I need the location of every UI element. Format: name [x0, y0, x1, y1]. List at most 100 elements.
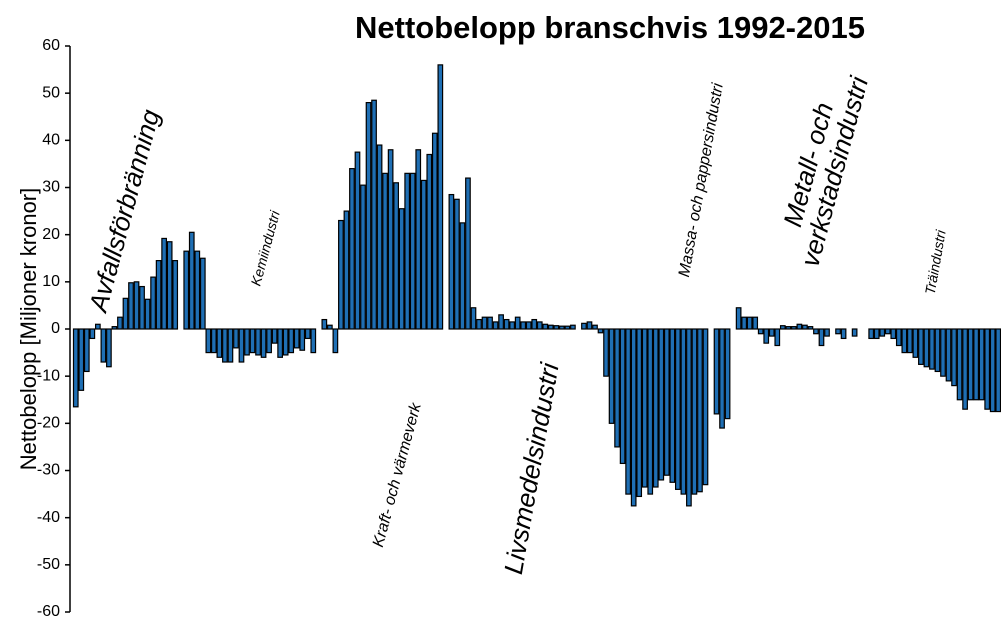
bar: [89, 328, 96, 340]
bar: [426, 153, 433, 330]
chart-title: Nettobelopp branschvis 1992-2015: [355, 10, 865, 45]
bar: [326, 324, 333, 330]
bar: [503, 318, 510, 330]
bar: [918, 328, 924, 365]
bar: [282, 328, 289, 356]
bar: [227, 328, 234, 363]
bar: [172, 260, 179, 330]
bar: [437, 64, 444, 330]
y-axis-label: Nettobelopp [Miljoner kronor]: [16, 188, 41, 470]
bar: [111, 326, 118, 330]
bar: [293, 328, 300, 349]
bar: [895, 328, 902, 347]
bar: [210, 328, 217, 354]
bar: [945, 328, 952, 382]
bar: [619, 328, 626, 465]
bar: [492, 321, 499, 330]
bar: [813, 328, 819, 335]
bar: [393, 182, 400, 330]
bar: [768, 328, 775, 337]
bar: [581, 322, 587, 330]
bar: [995, 328, 1001, 413]
bar: [542, 323, 549, 330]
bar: [144, 298, 151, 330]
bar: [724, 328, 731, 420]
bar: [818, 328, 825, 347]
y-tick-label: -40: [37, 509, 60, 526]
bar: [271, 328, 278, 344]
bar: [840, 328, 847, 340]
bar: [956, 328, 963, 401]
bar: [592, 324, 598, 330]
bar: [205, 328, 212, 354]
bar: [161, 237, 168, 330]
bar: [978, 328, 985, 401]
bar: [989, 328, 996, 413]
bar: [481, 316, 488, 330]
bar: [222, 328, 228, 363]
bar: [255, 328, 261, 356]
bar: [398, 208, 405, 330]
bar: [570, 324, 576, 330]
bar: [238, 328, 245, 363]
bar: [824, 328, 830, 337]
bar: [630, 328, 637, 507]
bar: [233, 328, 239, 349]
bar: [139, 285, 145, 330]
bar: [266, 328, 272, 354]
bar: [686, 328, 692, 507]
bar: [365, 101, 372, 330]
bar: [603, 328, 609, 377]
bar: [404, 172, 411, 330]
bar: [509, 321, 516, 330]
bar: [409, 172, 416, 330]
bar: [735, 307, 742, 330]
bar: [454, 198, 460, 330]
bar: [288, 328, 295, 354]
bar: [674, 328, 681, 490]
bar: [741, 316, 748, 330]
bar: [879, 328, 886, 337]
bar: [122, 297, 129, 330]
y-tick-label: 30: [42, 179, 60, 196]
bar: [597, 328, 604, 334]
bar: [117, 316, 123, 330]
bar: [498, 314, 504, 330]
bar: [763, 328, 770, 344]
bar: [536, 321, 543, 330]
bar: [796, 323, 803, 330]
bar: [636, 328, 643, 498]
bar: [155, 260, 162, 330]
bar: [310, 328, 317, 354]
y-tick-label: -50: [37, 556, 60, 573]
bar: [476, 318, 482, 330]
bar: [376, 144, 383, 330]
bar: [547, 324, 554, 330]
bar: [354, 151, 361, 330]
bar: [382, 172, 388, 330]
bar: [785, 326, 792, 330]
y-tick-label: -30: [37, 462, 60, 479]
bar: [691, 328, 698, 495]
bar: [912, 328, 919, 358]
y-tick-label: 60: [42, 37, 60, 54]
bar: [713, 328, 720, 415]
bar: [78, 328, 85, 391]
bar: [72, 328, 79, 408]
bar: [343, 210, 350, 330]
bar: [83, 328, 90, 373]
bar: [923, 328, 930, 368]
bar: [244, 328, 250, 356]
bar: [553, 325, 560, 330]
bar: [277, 328, 284, 358]
y-tick-label: 10: [42, 273, 60, 290]
bar: [641, 328, 648, 488]
bar: [371, 99, 377, 330]
y-tick-label: -60: [37, 603, 60, 620]
bar: [128, 282, 134, 330]
bar: [249, 328, 256, 354]
y-tick-label: 50: [42, 84, 60, 101]
bar: [260, 328, 267, 358]
